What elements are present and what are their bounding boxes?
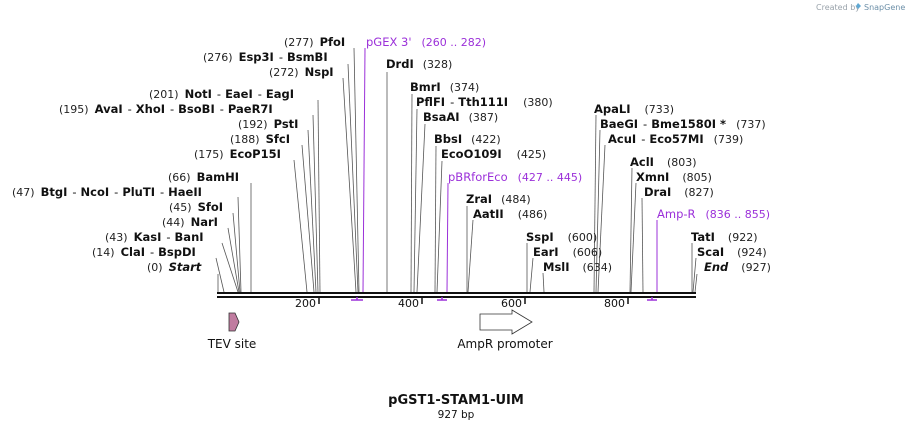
connector-nari	[227, 227, 240, 293]
site-label-eari: EarI (606)	[533, 245, 602, 259]
primer-label-ampr: Amp-R (836 .. 855)	[657, 207, 770, 221]
connector-baegi	[595, 129, 601, 293]
connector-pflfi	[413, 108, 418, 293]
ruler-tick-label: 800	[604, 297, 625, 310]
site-label-clai: (14) ClaI - BspDI	[92, 245, 196, 259]
connector-pfoi	[353, 47, 360, 293]
site-label-btgi: (47) BtgI - NcoI - PluTI - HaeII	[12, 185, 202, 199]
site-label-esp3i: (276) Esp3I - BsmBI	[203, 50, 328, 64]
connector-msli	[542, 272, 545, 293]
connector-apali	[593, 114, 597, 293]
connector-bbsi	[434, 145, 437, 293]
sequence-backbone	[217, 292, 696, 298]
connector-psti	[307, 129, 317, 293]
site-label-scai: ScaI (924)	[697, 245, 767, 259]
site-label-apali: ApaLI (733)	[594, 102, 674, 116]
feature-label-tev: TEV site	[207, 337, 257, 351]
primer-bars	[351, 297, 657, 301]
credit-brand: SnapGene	[864, 3, 905, 12]
ruler-tick-label: 600	[501, 297, 522, 310]
site-label-tati: TatI (922)	[691, 230, 758, 244]
ruler-tick-label: 200	[295, 297, 316, 310]
primer-bar-ampr	[647, 297, 657, 301]
site-label-drdi: DrdI (328)	[386, 57, 452, 71]
connector-sfci	[301, 144, 315, 293]
connector-clai	[215, 257, 225, 293]
site-connectors	[215, 47, 698, 293]
primer-label-pgex3: pGEX 3' (260 .. 282)	[366, 35, 486, 49]
site-label-kasi: (43) KasI - BanI	[105, 230, 204, 244]
connector-pgex3	[362, 47, 366, 293]
map-title: pGST1-STAM1-UIM	[388, 393, 524, 408]
site-label-bamhi: (66) BamHI	[168, 170, 239, 184]
site-label-acli: AclI (803)	[630, 155, 697, 169]
site-label-nari: (44) NarI	[162, 215, 218, 229]
ruler: 200 400 600 800	[295, 297, 629, 310]
connector-acli	[629, 167, 633, 293]
connector-eari	[529, 257, 534, 293]
tev-site-arrow	[228, 312, 240, 332]
map-length: 927 bp	[438, 409, 475, 421]
site-label-end: End (927)	[704, 260, 771, 274]
site-label-pfoi: (277) PfoI	[284, 35, 345, 49]
connector-end	[694, 273, 698, 293]
connector-ecoo109i	[436, 160, 443, 293]
snapgene-logo-icon	[856, 3, 861, 9]
primer-label-pbrforeco: pBRforEco (427 .. 445)	[448, 170, 582, 184]
ruler-tick-label: 400	[398, 297, 419, 310]
connector-esp3i	[347, 63, 359, 293]
site-label-pflfi: PflFI - Tth111I (380)	[416, 95, 553, 109]
site-label-ecop15i: (175) EcoP15I	[194, 147, 281, 161]
connector-ecop15i	[293, 159, 308, 293]
primer-bar-pgex3	[351, 297, 363, 301]
site-label-avai: (195) AvaI - XhoI - BsoBI - PaeR7I	[59, 102, 273, 116]
ampr-promoter-arrow	[479, 309, 533, 335]
site-label-bsaai: BsaAI (387)	[423, 110, 498, 124]
site-label-bmri: BmrI (374)	[410, 80, 479, 94]
connector-avai	[312, 114, 319, 293]
site-label-acui: AcuI - Eco57MI (739)	[608, 132, 743, 146]
primer-bar-pbrforeco	[437, 297, 447, 301]
site-label-noti: (201) NotI - EaeI - EagI	[149, 87, 294, 101]
connector-btgi	[237, 196, 242, 293]
feature-label-ampr-promoter: AmpR promoter	[457, 337, 552, 351]
site-label-bbsi: BbsI (422)	[434, 132, 501, 146]
site-label-ecoo109i: EcoO109I (425)	[441, 147, 546, 161]
site-label-xmni: XmnI (805)	[636, 170, 712, 184]
site-label-sfoi: (45) SfoI	[169, 200, 223, 214]
connector-bsaai	[416, 123, 426, 293]
connector-kasi	[221, 242, 239, 293]
site-label-msli: MslI (634)	[543, 260, 612, 274]
site-label-baegi: BaeGI - Bme1580I * (737)	[600, 117, 766, 131]
connector-sfoi	[232, 212, 241, 293]
site-label-start: (0) Start	[147, 260, 202, 274]
connector-acui	[597, 144, 606, 293]
site-label-zrai: ZraI (484)	[466, 192, 531, 206]
connector-noti	[317, 99, 321, 293]
connector-aatii	[467, 219, 474, 293]
connector-nspi	[342, 77, 357, 293]
site-label-sspi: SspI (600)	[526, 230, 597, 244]
connector-drai	[641, 197, 644, 293]
primer-connectors	[362, 47, 658, 293]
site-label-nspi: (272) NspI	[269, 65, 334, 79]
site-label-sfci: (188) SfcI	[230, 132, 290, 146]
site-label-drai: DraI (827)	[644, 185, 714, 199]
connector-pbrforeco	[446, 182, 449, 293]
site-label-aatii: AatII (486)	[473, 207, 547, 221]
connector-bmri	[410, 93, 413, 293]
connector-scai	[692, 257, 697, 293]
connector-xmni	[630, 182, 637, 293]
site-label-psti: (192) PstI	[238, 117, 298, 131]
credit-prefix: Created by	[816, 3, 860, 12]
